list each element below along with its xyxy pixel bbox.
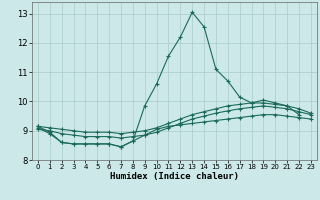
X-axis label: Humidex (Indice chaleur): Humidex (Indice chaleur) — [110, 172, 239, 181]
